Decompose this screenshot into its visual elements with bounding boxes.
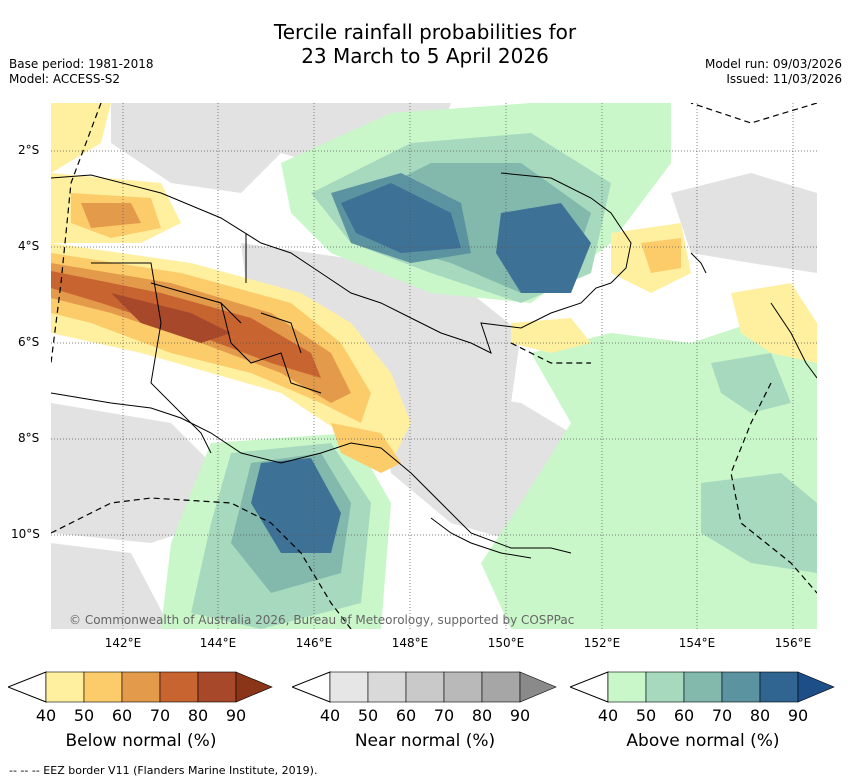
below-normal-title: Below normal (%)	[65, 731, 217, 751]
map-panel[interactable]: © Commonwealth of Australia 2026, Bureau…	[51, 103, 817, 629]
near-swatch-3	[405, 671, 445, 703]
near-normal-title: Near normal (%)	[354, 731, 496, 751]
eez-footer-note: -- -- -- EEZ border V11 (Flanders Marine…	[9, 764, 318, 777]
above-swatch-2	[645, 671, 685, 703]
issued-date: Issued: 11/03/2026	[726, 72, 842, 86]
above-swatch-5	[759, 671, 799, 703]
base-period: Base period: 1981-2018	[9, 57, 154, 71]
above-swatch-1	[607, 671, 647, 703]
below-tick-70: 70	[149, 706, 171, 725]
near-tick-40: 40	[319, 706, 341, 725]
meta-left: Base period: 1981-2018 Model: ACCESS-S2	[9, 57, 154, 87]
lat-label-4s: 4°S	[18, 239, 40, 253]
lon-label-154e: 154°E	[678, 636, 716, 650]
below-swatch-5	[197, 671, 237, 703]
copyright-text: © Commonwealth of Australia 2026, Bureau…	[69, 613, 575, 627]
lon-label-144e: 144°E	[199, 636, 237, 650]
lat-label-8s: 8°S	[18, 431, 40, 445]
graticule	[51, 103, 817, 629]
above-tick-70: 70	[711, 706, 733, 725]
near-tick-60: 60	[395, 706, 417, 725]
lon-label-150e: 150°E	[487, 636, 525, 650]
near-tick-70: 70	[433, 706, 455, 725]
above-tick-60: 60	[673, 706, 695, 725]
map-svg	[51, 103, 817, 629]
title-line-2: 23 March to 5 April 2026	[301, 44, 549, 68]
below-tick-80: 80	[187, 706, 209, 725]
below-tick-90: 90	[225, 706, 247, 725]
below-normal-shading	[51, 103, 817, 473]
lon-label-152e: 152°E	[583, 636, 621, 650]
lat-label-2s: 2°S	[18, 143, 40, 157]
lon-label-146e: 146°E	[295, 636, 333, 650]
above-swatch-3	[683, 671, 723, 703]
below-swatch-4	[159, 671, 199, 703]
near-tick-80: 80	[471, 706, 493, 725]
below-swatch-3	[121, 671, 161, 703]
colorbar-near-normal	[292, 671, 557, 703]
near-swatch-4	[443, 671, 483, 703]
below-tick-50: 50	[73, 706, 95, 725]
colorbar-below-normal	[8, 671, 273, 703]
above-tick-40: 40	[597, 706, 619, 725]
below-swatch-6	[235, 671, 273, 703]
near-swatch-5	[481, 671, 521, 703]
below-tick-60: 60	[111, 706, 133, 725]
near-tick-50: 50	[357, 706, 379, 725]
above-tick-50: 50	[635, 706, 657, 725]
below-swatch-1	[45, 671, 85, 703]
above-tick-90: 90	[787, 706, 809, 725]
lat-label-10s: 10°S	[11, 527, 40, 541]
near-swatch-2	[367, 671, 407, 703]
lon-label-148e: 148°E	[391, 636, 429, 650]
above-tick-80: 80	[749, 706, 771, 725]
below-tick-40: 40	[35, 706, 57, 725]
below-swatch-2	[83, 671, 123, 703]
colorbar-above-normal	[570, 671, 835, 703]
eez-borders	[51, 103, 817, 629]
near-tick-90: 90	[509, 706, 531, 725]
province-borders	[91, 233, 322, 454]
lon-label-142e: 142°E	[104, 636, 142, 650]
meta-right: Model run: 09/03/2026 Issued: 11/03/2026	[705, 57, 842, 87]
title-line-1: Tercile rainfall probabilities for	[273, 20, 577, 44]
coastlines	[51, 172, 817, 559]
above-swatch-4	[721, 671, 761, 703]
near-swatch-6	[519, 671, 557, 703]
above-normal-shading	[161, 103, 817, 629]
above-swatch-6	[797, 671, 835, 703]
model-name: Model: ACCESS-S2	[9, 72, 121, 86]
near-swatch-1	[329, 671, 369, 703]
lat-label-6s: 6°S	[18, 335, 40, 349]
lon-label-156e: 156°E	[774, 636, 812, 650]
map-title: Tercile rainfall probabilities for 23 Ma…	[0, 20, 850, 68]
model-run: Model run: 09/03/2026	[704, 57, 842, 71]
above-normal-title: Above normal (%)	[626, 731, 780, 751]
